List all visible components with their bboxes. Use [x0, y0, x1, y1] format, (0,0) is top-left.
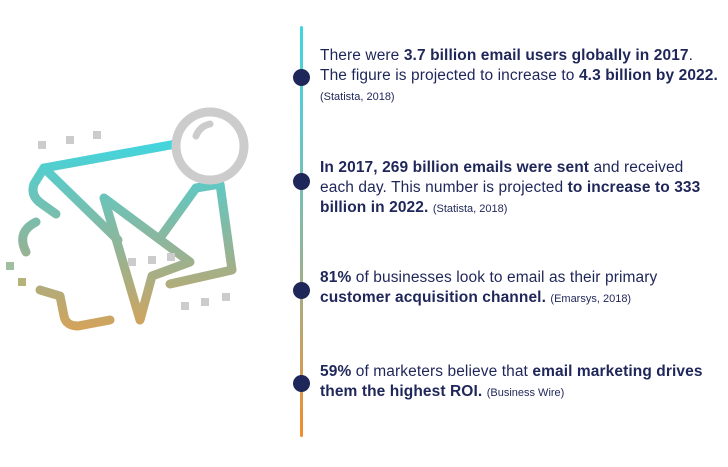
decorative-dots [6, 131, 230, 310]
fact-source: (Statista, 2018) [320, 91, 395, 103]
fact-2: In 2017, 269 billion emails were sent an… [320, 159, 701, 216]
fact-source: (Emarsys, 2018) [550, 293, 632, 305]
timeline-dot [293, 173, 310, 190]
fact-4: 59% of marketers believe that email mark… [320, 363, 703, 400]
fact-source: (Business Wire) [486, 387, 565, 399]
timeline-dot [293, 375, 310, 392]
timeline-line [300, 26, 303, 437]
email-illustration [6, 107, 249, 331]
timeline-dot [293, 69, 310, 86]
envelope-icon [18, 139, 237, 331]
fact-source: (Statista, 2018) [432, 203, 508, 215]
send-arrow-icon [99, 193, 195, 325]
fact-3: 81% of businesses look to email as their… [320, 269, 658, 306]
magnifier-icon [171, 107, 249, 185]
timeline-dot [293, 282, 310, 299]
fact-1: There were 3.7 billion email users globa… [320, 47, 718, 103]
